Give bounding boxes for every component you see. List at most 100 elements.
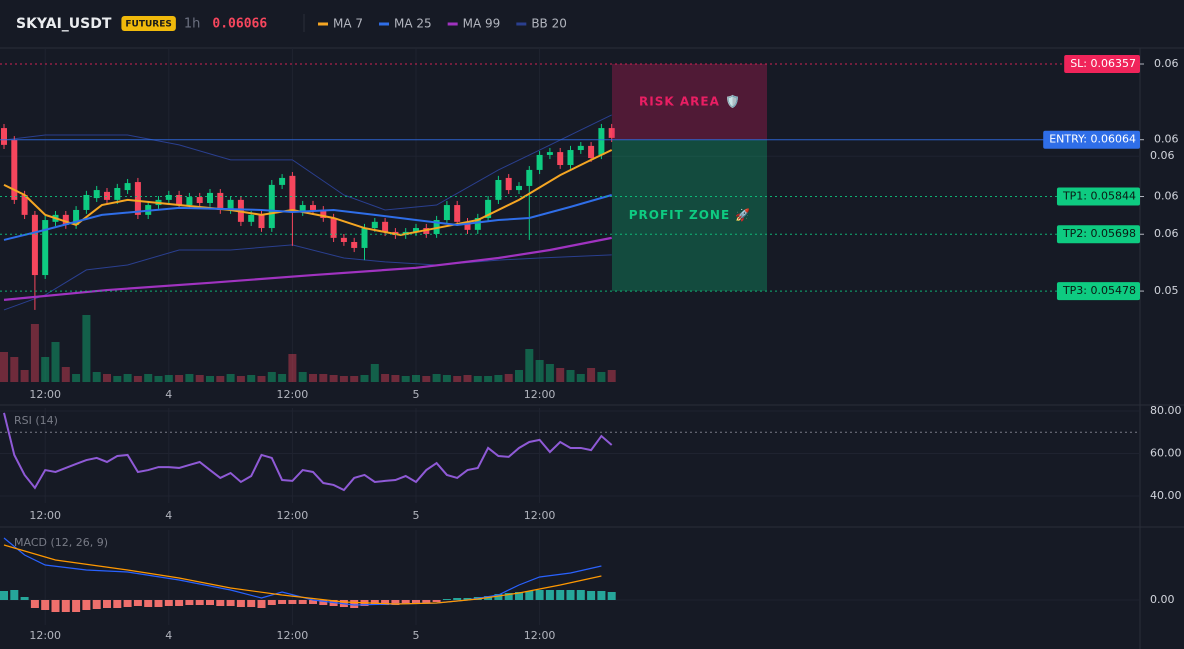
- candle-body: [11, 139, 18, 200]
- volume-bar: [267, 372, 276, 382]
- candle-body: [73, 209, 80, 225]
- zone-label: PROFIT ZONE 🚀: [629, 208, 752, 222]
- volume-bar: [515, 370, 523, 382]
- x-tick-label: 12:00: [277, 509, 309, 522]
- legend-label: MA 25: [394, 17, 432, 31]
- candle-body: [526, 169, 533, 186]
- macd-histogram-bar: [133, 600, 142, 606]
- macd-histogram-bar: [309, 600, 317, 604]
- macd-histogram-bar: [0, 591, 8, 600]
- candle-body: [443, 205, 450, 221]
- macd-histogram-bar: [298, 600, 307, 604]
- volume-bar: [381, 374, 390, 382]
- macd-histogram-bar: [453, 598, 462, 600]
- legend-label: BB 20: [531, 17, 567, 31]
- volume-bar: [288, 354, 297, 382]
- candle-body: [371, 221, 378, 229]
- volume-bar: [545, 364, 554, 382]
- macd-histogram-bar: [422, 600, 431, 603]
- macd-histogram-bar: [463, 598, 472, 600]
- candle-body: [42, 220, 49, 276]
- moving-average: [3, 194, 612, 241]
- x-tick-label: 12:00: [29, 509, 61, 522]
- legend-label: MA 7: [333, 17, 363, 31]
- x-tick-label: 5: [413, 388, 420, 401]
- rsi-line: [3, 412, 613, 492]
- macd-histogram-bar: [82, 600, 91, 610]
- macd-histogram-bar: [164, 600, 173, 606]
- volume-bar: [535, 360, 544, 382]
- volume-bar: [576, 374, 585, 382]
- level-badge: [1056, 282, 1140, 301]
- panel-title: RSI (14): [14, 414, 58, 427]
- candle-body: [516, 185, 522, 191]
- macd-histogram-bar: [195, 600, 204, 605]
- badge-bg: [121, 16, 176, 31]
- level-axis-label: 0.06: [1154, 133, 1179, 146]
- macd-histogram-bar: [288, 600, 297, 604]
- candle-body: [114, 188, 121, 200]
- legend-label: MA 99: [463, 17, 501, 31]
- macd-histogram-bar: [525, 591, 534, 600]
- candle-body: [299, 205, 306, 213]
- volume-bar: [247, 375, 256, 382]
- volume-bar: [473, 376, 482, 382]
- volume-bar: [82, 315, 91, 382]
- moving-average: [3, 236, 612, 301]
- x-tick-label: 12:00: [277, 629, 309, 642]
- macd-histogram-bar: [566, 590, 575, 600]
- candle-body: [217, 192, 224, 210]
- level-label: TP3: 0.05478: [1062, 284, 1136, 297]
- macd-histogram-bar: [236, 600, 245, 607]
- volume-bar: [144, 374, 153, 382]
- macd-histogram-bar: [391, 600, 400, 605]
- candle-body: [124, 183, 131, 191]
- level-axis-label: 0.06: [1154, 57, 1179, 70]
- volume-bar: [309, 374, 317, 382]
- volume-bar: [504, 374, 513, 382]
- x-tick-label: 12:00: [277, 388, 309, 401]
- volume-bar: [412, 375, 420, 382]
- volume-bar: [463, 375, 472, 382]
- candle-body: [227, 199, 234, 210]
- volume-bar: [113, 376, 122, 382]
- macd-histogram-bar: [278, 600, 287, 604]
- volume-bar: [133, 376, 142, 382]
- candle-body: [433, 220, 440, 234]
- candle-body: [279, 177, 286, 185]
- candle-body: [196, 197, 203, 203]
- volume-bar: [195, 375, 204, 382]
- volume-bar: [319, 374, 328, 382]
- candle-body: [31, 214, 38, 276]
- level-label: SL: 0.06357: [1070, 57, 1136, 70]
- candle-body: [557, 152, 564, 166]
- candle-body: [351, 241, 358, 248]
- x-tick-label: 5: [413, 629, 420, 642]
- candle-body: [361, 228, 368, 248]
- panel-title: MACD (12, 26, 9): [14, 536, 108, 549]
- candle-body: [598, 128, 605, 155]
- candle-body: [474, 217, 481, 230]
- volume-bar: [453, 376, 462, 382]
- level-label: TP2: 0.05698: [1062, 227, 1136, 240]
- volume-bar: [298, 372, 307, 382]
- candle-body: [588, 145, 595, 159]
- y-tick-label: 60.00: [1150, 446, 1182, 459]
- volume-bar: [422, 376, 431, 382]
- macd-histogram-bar: [597, 591, 606, 600]
- macd-histogram-bar: [319, 600, 328, 605]
- candle-body: [495, 179, 502, 200]
- x-tick-label: 12:00: [524, 388, 556, 401]
- macd-histogram-bar: [30, 600, 39, 608]
- candle-body: [536, 154, 543, 170]
- level-axis-label: 0.06: [1154, 190, 1179, 203]
- zone-label: RISK AREA 🛡️: [639, 94, 741, 108]
- macd-histogram-bar: [257, 600, 266, 608]
- candle-body: [330, 217, 337, 238]
- y-tick-label: 0.00: [1150, 593, 1175, 606]
- macd-histogram-bar: [41, 600, 50, 610]
- volume-bar: [61, 367, 70, 382]
- macd-histogram-bar: [123, 600, 132, 607]
